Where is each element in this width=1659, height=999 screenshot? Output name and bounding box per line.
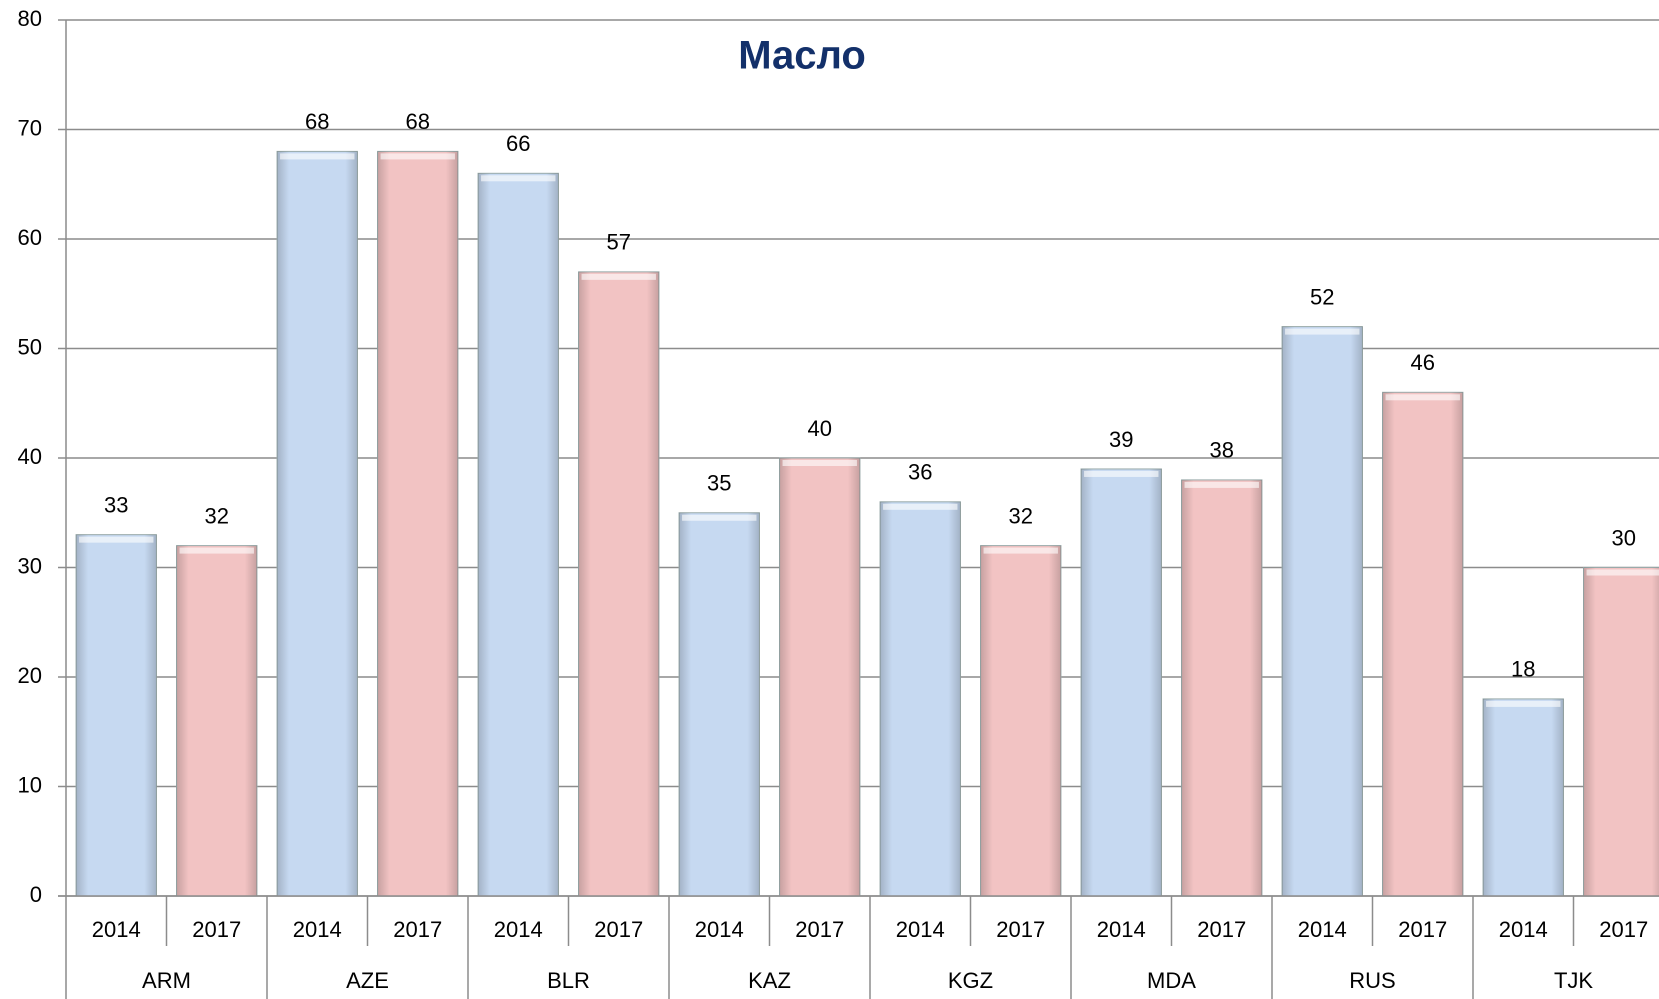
data-label: 18: [1511, 657, 1535, 682]
bar-highlight: [682, 514, 757, 521]
y-tick-label: 10: [18, 772, 42, 797]
bar-shade: [679, 512, 760, 896]
data-label: 36: [908, 460, 932, 485]
data-label: 52: [1310, 284, 1334, 309]
bar-shade: [1181, 479, 1262, 896]
data-label: 32: [1009, 503, 1033, 528]
y-tick-label: 30: [18, 553, 42, 578]
data-label: 32: [205, 503, 229, 528]
y-tick-label: 0: [30, 882, 42, 907]
bar-highlight: [1285, 328, 1360, 335]
x-group-label: RUS: [1349, 968, 1395, 993]
data-label: 35: [707, 471, 731, 496]
bar-shade: [1282, 326, 1363, 897]
data-label: 33: [104, 492, 128, 517]
x-tick-label: 2014: [1499, 917, 1548, 942]
bar-highlight: [179, 547, 254, 554]
x-group-label: ARM: [142, 968, 191, 993]
x-tick-label: 2017: [996, 917, 1045, 942]
y-tick-label: 70: [18, 115, 42, 140]
x-tick-label: 2014: [695, 917, 744, 942]
bar-shade: [377, 151, 458, 896]
bar-shade: [1382, 392, 1463, 896]
x-tick-label: 2017: [192, 917, 241, 942]
bar-highlight: [280, 153, 355, 160]
x-tick-label: 2014: [293, 917, 342, 942]
x-tick-label: 2014: [494, 917, 543, 942]
x-group-label: MDA: [1147, 968, 1196, 993]
y-tick-label: 40: [18, 444, 42, 469]
bar-shade: [779, 458, 860, 896]
x-group-label: TJK: [1554, 968, 1593, 993]
x-tick-label: 2014: [92, 917, 141, 942]
x-tick-label: 2014: [1097, 917, 1146, 942]
bar-highlight: [983, 547, 1058, 554]
bar-shade: [478, 173, 559, 897]
bar-highlight: [1385, 394, 1460, 401]
x-group-label: BLR: [547, 968, 590, 993]
bar-shade: [578, 271, 659, 897]
bar-highlight: [481, 175, 556, 182]
x-tick-label: 2017: [1197, 917, 1246, 942]
bar-shade: [980, 545, 1061, 896]
x-tick-label: 2017: [1398, 917, 1447, 942]
bar-highlight: [782, 460, 857, 466]
bar-shade: [1081, 468, 1162, 896]
bar-highlight: [1486, 700, 1561, 707]
bar-shade: [176, 545, 257, 896]
bar-highlight: [380, 153, 455, 160]
x-group-label: KAZ: [748, 968, 791, 993]
bar-highlight: [581, 273, 656, 280]
bar-highlight: [1586, 569, 1659, 576]
bar-highlight: [883, 503, 958, 510]
x-group-label: AZE: [346, 968, 389, 993]
y-tick-label: 60: [18, 225, 42, 250]
chart-title: Масло: [738, 34, 866, 78]
data-label: 57: [607, 230, 631, 255]
bar-shade: [1483, 698, 1564, 896]
data-label: 68: [406, 109, 430, 134]
data-label: 46: [1411, 350, 1435, 375]
bar-shade: [1583, 567, 1659, 896]
data-label: 38: [1210, 438, 1234, 463]
bar-shade: [76, 534, 157, 896]
data-label: 40: [808, 416, 832, 441]
y-tick-label: 80: [18, 6, 42, 31]
bar-shade: [277, 151, 358, 896]
x-group-label: KGZ: [948, 968, 993, 993]
data-label: 30: [1612, 525, 1636, 550]
y-tick-label: 50: [18, 334, 42, 359]
x-tick-label: 2017: [795, 917, 844, 942]
y-tick-label: 20: [18, 663, 42, 688]
bar-shade: [880, 501, 961, 896]
bar-highlight: [79, 536, 154, 543]
bar-highlight: [1184, 481, 1259, 488]
bar-highlight: [1084, 470, 1159, 477]
data-label: 68: [305, 109, 329, 134]
x-tick-label: 2017: [393, 917, 442, 942]
x-tick-label: 2017: [1599, 917, 1648, 942]
x-tick-label: 2014: [896, 917, 945, 942]
x-tick-label: 2017: [594, 917, 643, 942]
data-label: 66: [506, 131, 530, 156]
x-tick-label: 2014: [1298, 917, 1347, 942]
data-label: 39: [1109, 427, 1133, 452]
